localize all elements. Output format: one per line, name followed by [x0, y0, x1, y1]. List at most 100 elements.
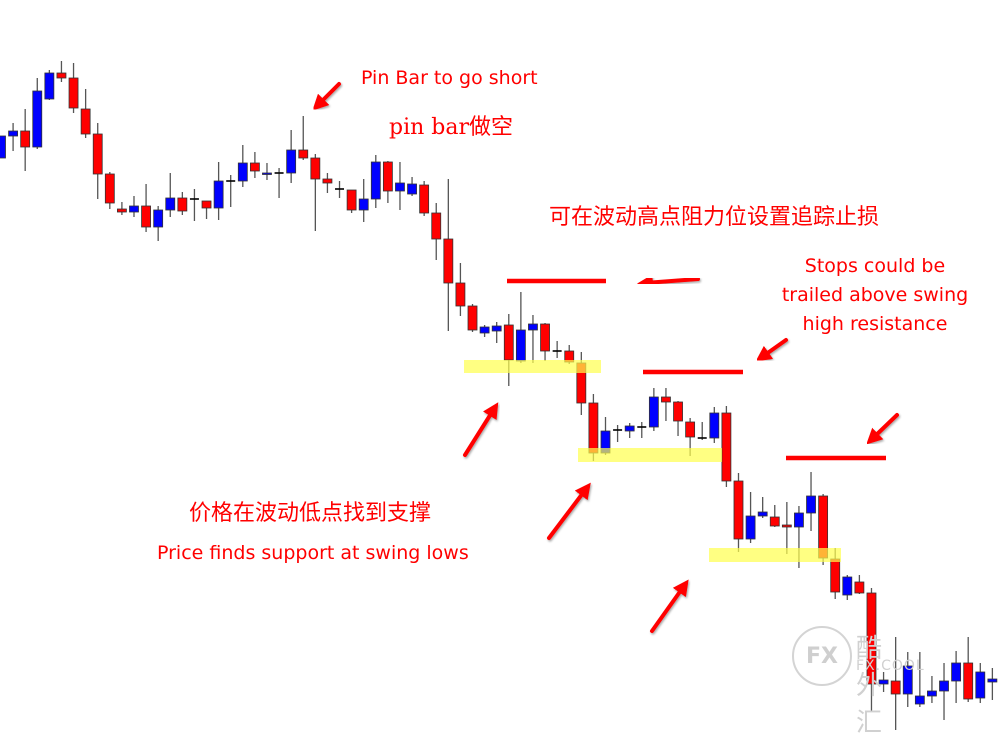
candle-body-bearish [80, 108, 91, 135]
candle-body-bearish [177, 197, 188, 212]
candle-body-bullish [709, 412, 720, 439]
candle-body-bullish [395, 182, 405, 192]
candle [927, 676, 937, 703]
candle [335, 181, 345, 198]
candle [370, 155, 381, 208]
candle [68, 63, 79, 113]
arrow-icon [637, 274, 700, 291]
candle [153, 206, 164, 241]
candle-body-bullish [479, 326, 490, 334]
candle-body-bullish [842, 576, 853, 596]
candle [189, 189, 199, 221]
candle-body-bearish [963, 662, 974, 700]
support-zone [578, 448, 722, 462]
candle-body-bullish [648, 396, 659, 428]
candle [866, 588, 877, 712]
candle [44, 70, 55, 100]
trail-stops-label-zh: 可在波动高点阻力位设置追踪止损 [549, 205, 880, 230]
candle-body-bullish [0, 135, 6, 159]
candle-body-bullish [370, 161, 381, 200]
candle [467, 304, 478, 332]
candle [0, 135, 6, 159]
candle [673, 401, 683, 436]
arrow-icon [650, 579, 689, 633]
candle [177, 192, 188, 215]
candle-body-bearish [298, 149, 309, 159]
candle-body-bearish [769, 516, 780, 527]
candle-body-bearish [431, 212, 442, 240]
arrow-icon [755, 338, 788, 362]
candle-body-bearish [141, 205, 151, 228]
arrows-layer [312, 82, 899, 633]
candle [963, 637, 974, 702]
candle-body-bullish [927, 690, 937, 697]
candle-body-bearish [322, 178, 333, 184]
candle-body-bullish [528, 323, 538, 331]
candle-body-bullish [237, 162, 248, 182]
candle [382, 161, 393, 203]
candle [249, 152, 260, 178]
candle-body-bearish [673, 401, 683, 422]
candle-body-bearish [733, 480, 744, 540]
resistance-levels-layer [507, 278, 886, 461]
candle-body-bullish [407, 183, 417, 195]
candle [624, 423, 635, 438]
candle-body-bearish [68, 77, 79, 109]
trail-stops-line-1: Stops could be [804, 255, 946, 277]
candle [201, 200, 212, 219]
candle-body-bearish [117, 208, 127, 213]
candle-body-bearish [685, 421, 696, 438]
candle [141, 184, 151, 232]
candle [540, 323, 550, 361]
support-zone [709, 548, 841, 562]
watermark-name-zh: 酷外汇 [856, 634, 883, 738]
candle-body-bullish [286, 149, 297, 174]
candle [129, 196, 139, 217]
candle-body-bullish [975, 671, 986, 699]
candle [262, 163, 272, 180]
candle [165, 173, 176, 217]
candle [358, 179, 369, 222]
candle [552, 341, 562, 358]
candle [769, 505, 780, 527]
candle-body-bullish [806, 495, 816, 514]
candle [395, 162, 405, 210]
candle-body-bullish [951, 662, 962, 682]
candle [661, 388, 671, 421]
candles-layer [0, 61, 998, 730]
pin-bar-label-en: Pin Bar to go short [361, 67, 538, 89]
candle [274, 168, 284, 198]
candle [322, 173, 333, 193]
candle [613, 425, 623, 442]
candle [407, 177, 417, 196]
candle-body-bearish [346, 189, 357, 211]
candle [648, 388, 659, 431]
candle [419, 181, 430, 216]
candle [781, 502, 792, 554]
candle-body-bullish [914, 695, 925, 705]
candle [455, 263, 466, 316]
support-zones-layer [464, 360, 841, 562]
candle-body-bearish [866, 592, 877, 685]
candle [709, 407, 720, 443]
candle [503, 314, 514, 386]
candle [951, 651, 962, 703]
candle [56, 61, 67, 82]
candle [237, 145, 248, 187]
candle-body-bullish [213, 180, 224, 209]
trail-stops-line-2: trailed above swing [781, 284, 969, 306]
trail-stops-label-en: Stops could be trailed above swing high … [760, 252, 990, 339]
candle [491, 322, 502, 343]
candle-body-bullish [878, 679, 889, 685]
support-label-en: Price finds support at swing lows [157, 542, 469, 564]
candle-body-bullish [902, 665, 913, 695]
candle-body-bearish [443, 238, 454, 284]
candle-body-bearish [201, 200, 212, 209]
candle-body-bullish [44, 72, 55, 100]
candle-body-bullish [987, 678, 998, 683]
candle [32, 78, 43, 149]
candle-body-bullish [745, 515, 756, 540]
candle [733, 473, 744, 552]
candle-body-bullish [8, 130, 18, 137]
